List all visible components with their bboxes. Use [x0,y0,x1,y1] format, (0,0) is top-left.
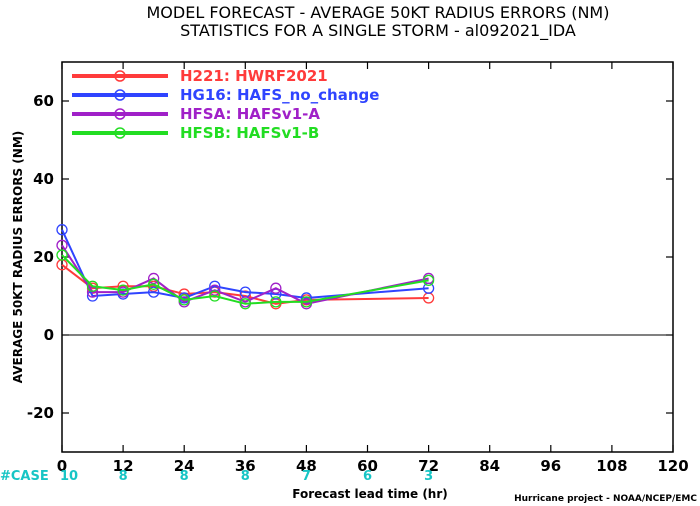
y-tick-label: 0 [44,326,54,344]
chart-subtitle: STATISTICS FOR A SINGLE STORM - al092021… [180,21,576,41]
series-3 [56,249,435,310]
chart-title: MODEL FORECAST - AVERAGE 50KT RADIUS ERR… [147,3,610,22]
x-tick-label: 36 [235,457,256,475]
case-count: 8 [180,469,189,484]
series-line [61,264,429,305]
legend-label: H221: HWRF2021 [180,67,328,85]
legend-label: HG16: HAFS_no_change [180,86,379,104]
data-point [178,294,190,306]
data-point [270,296,282,308]
x-tick-label: 108 [596,457,627,475]
y-tick-label: 40 [33,170,54,188]
x-tick-label: 84 [479,457,500,475]
case-count: 6 [363,469,372,484]
x-tick-label: 0 [57,457,67,475]
data-point [300,296,313,308]
data-point [422,274,435,287]
axes: 0 12 24 36 48 60 72 84 96 108 120 60 40 20 0 -20 [27,62,689,475]
legend-marker [114,108,126,120]
data-point [56,249,68,261]
plot-frame [61,61,674,453]
data-point [147,278,160,290]
data-point [270,282,282,294]
case-count: 7 [302,469,311,484]
data-point [86,280,99,292]
x-tick-label: 72 [418,457,439,475]
x-tick-label: 96 [540,457,561,475]
data-point [56,224,68,236]
case-counts: #CASE 10 8 8 8 7 6 3 [0,469,433,484]
y-tick-label: -20 [27,404,54,422]
legend-label: HFSA: HAFSv1-A [180,105,320,123]
case-count: 8 [241,469,250,484]
case-count: 3 [424,469,433,484]
x-tick-label: 120 [657,457,688,475]
data-point [209,290,221,302]
data-point [239,298,251,310]
data-point [147,286,160,298]
x-axis-label: Forecast lead time (hr) [292,487,448,501]
legend-marker [114,127,126,139]
legend-label: HFSB: HAFSv1-B [180,124,319,142]
y-tick-label: 60 [33,92,54,110]
x-tick-label: 48 [296,457,317,475]
legend-marker [114,89,126,101]
y-tick-label: 20 [33,248,54,266]
x-tick-label: 24 [174,457,195,475]
series-layer [56,224,435,310]
case-label: #CASE [0,469,49,484]
data-point [117,284,129,296]
series-line [61,254,429,305]
x-tick-label: 12 [113,457,134,475]
x-tick-label: 60 [357,457,378,475]
y-axis-label: AVERAGE 50KT RADIUS ERRORS (NM) [11,131,25,383]
legend-marker [114,70,126,82]
credit-text: Hurricane project - NOAA/NCEP/EMC [514,494,697,504]
case-count: 10 [60,469,78,484]
series-line [61,244,429,305]
case-count: 8 [119,469,128,484]
